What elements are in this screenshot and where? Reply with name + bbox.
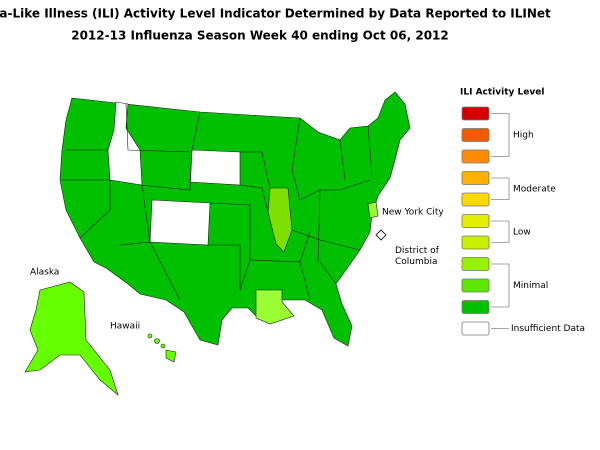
- legend-swatch: [461, 257, 490, 271]
- state-borders: [62, 103, 373, 301]
- legend-swatch: [461, 171, 490, 185]
- hawaii: [147, 333, 177, 363]
- legend-label: Insufficient Data: [511, 324, 585, 334]
- legend-swatch: [461, 278, 490, 293]
- legend-label: Minimal: [513, 281, 548, 291]
- legend-swatch: [461, 214, 490, 228]
- legend-bracket: [491, 220, 510, 243]
- legend-bracket: [491, 263, 510, 308]
- subtitle: 2012-13 Influenza Season Week 40 ending …: [71, 29, 449, 43]
- legend-swatch: [461, 300, 490, 314]
- legend-bracket: [491, 113, 510, 157]
- us-map: [24, 91, 411, 396]
- hawaii-label: Hawaii: [110, 322, 140, 332]
- legend-swatch: [461, 321, 490, 336]
- colorado: [149, 199, 211, 246]
- legend-swatch: [461, 235, 490, 250]
- legend-label: Low: [513, 227, 531, 237]
- south-dakota: [189, 149, 241, 186]
- legend: High Moderate Low Minimal Insufficient Data: [461, 106, 585, 336]
- nyc-label: New York City: [382, 208, 444, 218]
- louisiana: [255, 289, 295, 325]
- legend-swatch: [461, 106, 490, 121]
- contiguous-us: [59, 91, 411, 347]
- legend-bracket: [491, 177, 510, 200]
- alaska: [24, 281, 119, 396]
- dc-marker: [375, 229, 387, 241]
- title: Influenza-Like Illness (ILI) Activity Le…: [0, 7, 551, 21]
- legend-label: Moderate: [513, 184, 556, 194]
- legend-swatch: [461, 149, 490, 164]
- legend-title: ILI Activity Level: [460, 88, 544, 98]
- alaska-label: Alaska: [30, 268, 59, 278]
- legend-label: High: [513, 131, 534, 141]
- legend-swatch: [461, 128, 490, 142]
- legend-swatch: [461, 192, 490, 207]
- dc-label: District of Columbia: [395, 246, 440, 267]
- nyc-region: [367, 201, 379, 219]
